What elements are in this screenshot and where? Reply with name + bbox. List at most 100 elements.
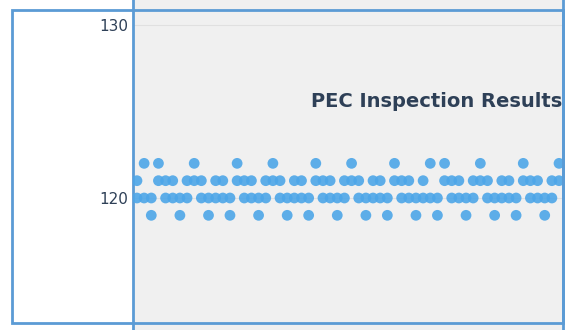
Point [147, 213, 156, 218]
Point [218, 178, 227, 183]
Point [540, 213, 549, 218]
Point [290, 178, 299, 183]
Point [269, 161, 278, 166]
Point [240, 195, 249, 201]
Point [383, 213, 392, 218]
Point [140, 161, 148, 166]
Point [247, 178, 256, 183]
Point [282, 213, 292, 218]
Point [462, 195, 471, 201]
Point [333, 195, 342, 201]
Point [447, 195, 456, 201]
Point [483, 195, 492, 201]
Point [204, 213, 213, 218]
Point [440, 161, 450, 166]
Point [161, 195, 171, 201]
Point [397, 178, 407, 183]
Point [333, 213, 342, 218]
Point [383, 195, 392, 201]
Point [519, 161, 528, 166]
Point [276, 178, 285, 183]
Point [533, 195, 542, 201]
Point [182, 178, 191, 183]
Point [397, 195, 407, 201]
Point [175, 213, 184, 218]
Point [211, 195, 220, 201]
Point [469, 178, 478, 183]
Point [361, 195, 371, 201]
Point [483, 178, 492, 183]
Point [276, 195, 285, 201]
Point [476, 178, 485, 183]
Point [297, 178, 306, 183]
Point [261, 195, 270, 201]
Point [304, 213, 313, 218]
Point [497, 195, 506, 201]
Point [182, 195, 191, 201]
Text: PEC Inspection Results: PEC Inspection Results [311, 92, 563, 112]
Point [361, 213, 371, 218]
Point [376, 178, 385, 183]
Point [426, 195, 435, 201]
Point [490, 213, 499, 218]
Point [390, 178, 399, 183]
Point [526, 195, 535, 201]
Point [368, 178, 378, 183]
Point [512, 213, 521, 218]
Point [454, 178, 463, 183]
Point [526, 178, 535, 183]
Point [290, 195, 299, 201]
Point [325, 178, 335, 183]
Point [368, 195, 378, 201]
Point [390, 161, 399, 166]
Point [519, 178, 528, 183]
Point [462, 213, 471, 218]
Point [204, 195, 213, 201]
Point [261, 178, 270, 183]
Point [419, 195, 428, 201]
Point [311, 178, 321, 183]
Point [233, 178, 242, 183]
Point [168, 195, 177, 201]
Point [505, 178, 514, 183]
Point [426, 161, 435, 166]
Point [505, 195, 514, 201]
Point [548, 195, 557, 201]
Point [411, 195, 420, 201]
Point [533, 178, 542, 183]
Point [433, 195, 442, 201]
Point [154, 161, 163, 166]
Point [247, 195, 256, 201]
Point [512, 195, 521, 201]
Point [454, 195, 463, 201]
Point [340, 195, 349, 201]
Point [318, 178, 328, 183]
Point [540, 195, 549, 201]
Point [347, 178, 356, 183]
Point [225, 213, 234, 218]
Point [233, 161, 242, 166]
Point [340, 178, 349, 183]
Point [197, 178, 206, 183]
Point [190, 178, 199, 183]
Point [304, 195, 313, 201]
Point [282, 195, 292, 201]
Point [190, 161, 199, 166]
Point [175, 195, 184, 201]
Point [211, 178, 220, 183]
Point [554, 178, 564, 183]
Point [225, 195, 234, 201]
Point [354, 195, 363, 201]
Point [469, 195, 478, 201]
Point [147, 195, 156, 201]
Point [197, 195, 206, 201]
Point [404, 178, 414, 183]
Point [254, 195, 263, 201]
Point [376, 195, 385, 201]
Point [354, 178, 363, 183]
Point [447, 178, 456, 183]
Point [140, 195, 148, 201]
Point [311, 161, 321, 166]
Point [297, 195, 306, 201]
Point [168, 178, 177, 183]
